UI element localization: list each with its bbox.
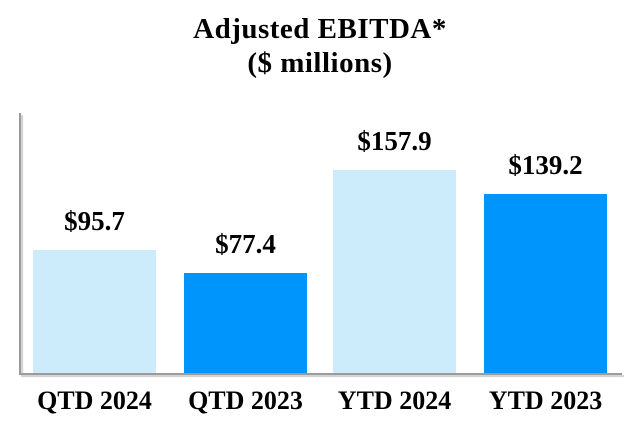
x-axis-category-label: QTD 2024 bbox=[37, 386, 152, 415]
bar-qtd-2023 bbox=[184, 273, 307, 373]
x-axis-category-label: YTD 2023 bbox=[488, 386, 603, 415]
bar-value-label: $95.7 bbox=[64, 206, 125, 236]
bar-ytd-2024 bbox=[333, 170, 456, 373]
x-axis-line bbox=[19, 373, 622, 375]
bar-value-label: $77.4 bbox=[215, 229, 276, 259]
chart-title-line2: ($ millions) bbox=[247, 47, 393, 79]
bar-group-ytd-2024: $157.9 bbox=[333, 127, 456, 373]
bar-group-qtd-2023: $77.4 bbox=[184, 230, 307, 373]
x-axis-category-label: YTD 2024 bbox=[337, 386, 452, 415]
bar-qtd-2024 bbox=[33, 250, 156, 373]
chart-title-line1: Adjusted EBITDA* bbox=[193, 13, 447, 45]
bar-value-label: $157.9 bbox=[357, 126, 432, 156]
x-axis-category-label: QTD 2023 bbox=[188, 386, 303, 415]
y-axis-line bbox=[19, 113, 21, 374]
bar-group-ytd-2023: $139.2 bbox=[484, 151, 607, 373]
bar-ytd-2023 bbox=[484, 194, 607, 373]
bar-group-qtd-2024: $95.7 bbox=[33, 207, 156, 373]
bar-value-label: $139.2 bbox=[508, 150, 583, 180]
chart-title: Adjusted EBITDA* ($ millions) bbox=[0, 12, 640, 80]
